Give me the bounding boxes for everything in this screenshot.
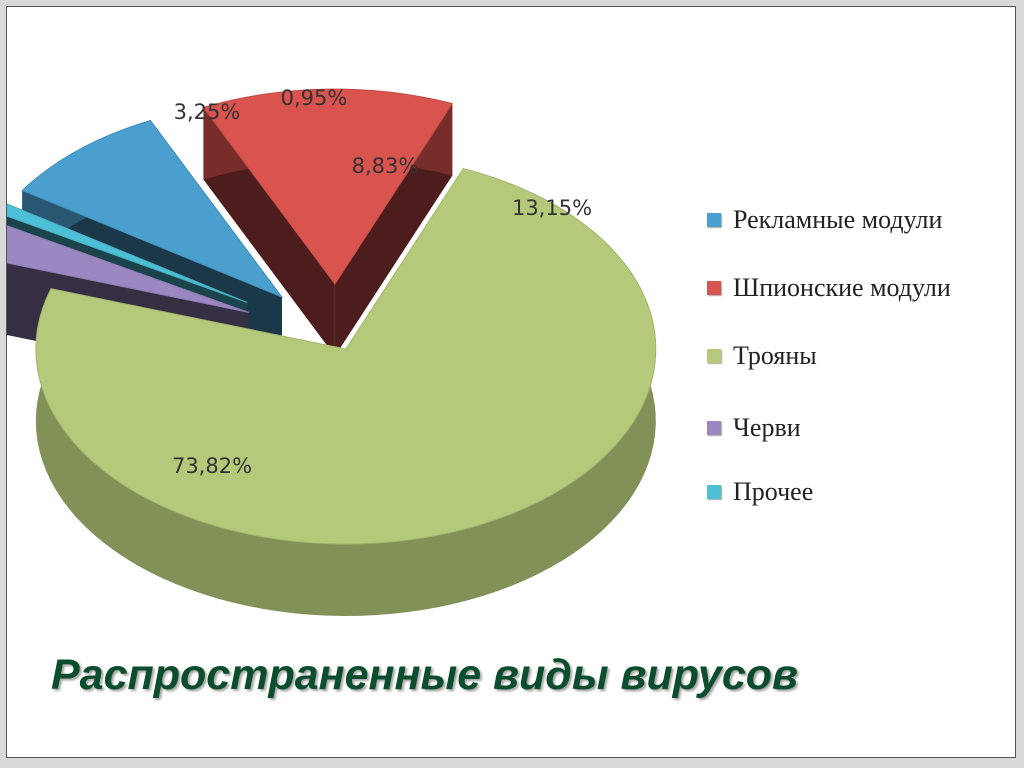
slice-label: 8,83% <box>352 154 419 178</box>
legend-item-shpionskie: Шпионские модули <box>707 271 951 305</box>
pie-slice-2 <box>35 167 657 616</box>
legend-swatch <box>707 213 721 227</box>
legend-label: Трояны <box>733 341 817 370</box>
legend-swatch <box>707 421 721 435</box>
pie-slice-1 <box>202 88 454 357</box>
legend-swatch <box>707 485 721 499</box>
legend-swatch <box>707 281 721 295</box>
slice-label: 3,25% <box>174 100 241 124</box>
slice-label: 13,15% <box>512 196 592 220</box>
slice-top <box>7 203 248 303</box>
slice-top <box>35 167 657 545</box>
slice-top <box>202 88 454 285</box>
slice-top <box>21 119 284 299</box>
legend-label: Рекламные модули <box>733 205 943 234</box>
legend-swatch <box>707 349 721 363</box>
legend-label: Черви <box>733 413 801 442</box>
legend-item-prochee: Прочее <box>707 475 813 509</box>
slice-label: 73,82% <box>172 454 252 478</box>
slice-label: 0,95% <box>281 86 348 110</box>
legend-item-reklamnye: Рекламные модули <box>707 203 942 237</box>
chart-title: Распространенные виды вирусов <box>51 651 798 699</box>
pie-chart: 13,15% 8,83% 0,95% 3,25% 73,82% <box>7 86 657 616</box>
legend-label: Шпионские модули <box>733 273 951 302</box>
legend-item-troyany: Трояны <box>707 339 817 373</box>
slide: 13,15% 8,83% 0,95% 3,25% 73,82% Рекламные мо… <box>6 6 1016 758</box>
slice-top <box>7 225 249 313</box>
legend-label: Прочее <box>733 477 814 506</box>
legend-item-chervi: Черви <box>707 411 801 445</box>
